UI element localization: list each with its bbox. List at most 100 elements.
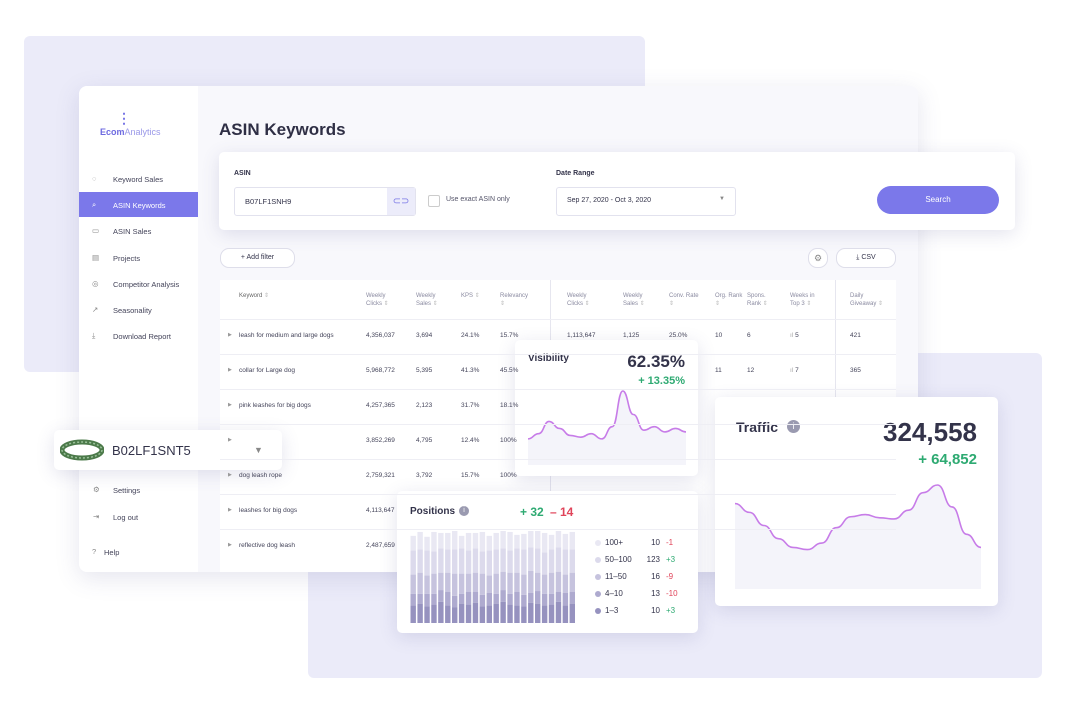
sort-icon[interactable]: ⇕ xyxy=(715,301,721,307)
bar-segment xyxy=(555,601,562,623)
legend-name: 50–100 xyxy=(605,555,632,564)
bars-icon: ıl xyxy=(790,367,796,374)
bar-segment xyxy=(569,592,575,604)
button-label: Add filter xyxy=(246,254,275,261)
sort-icon[interactable]: ⇕ xyxy=(762,301,768,307)
cell: 3,852,269 xyxy=(366,437,395,444)
bar-segment xyxy=(569,531,575,550)
product-select[interactable]: B02LF1SNT5 ▼ xyxy=(54,430,282,470)
date-select[interactable]: Sep 27, 2020 - Oct 3, 2020 ▼ xyxy=(556,187,736,216)
cell: leashes for big dogs xyxy=(239,507,298,514)
cell: 6 xyxy=(747,332,751,339)
cell: dog leash rope xyxy=(239,472,283,479)
cell: ıl 7 xyxy=(790,367,799,374)
cell: leash for medium and large dogs xyxy=(239,332,334,339)
bar-segment xyxy=(486,575,492,593)
search-button[interactable]: Search xyxy=(877,186,999,214)
expand-icon: ▶ xyxy=(228,367,232,373)
info-icon[interactable]: i xyxy=(459,506,469,516)
button-label: CSV xyxy=(861,254,876,261)
bar-segment xyxy=(445,592,451,606)
link-button[interactable]: ⊂⊃ xyxy=(387,188,415,215)
expand-icon: ▶ xyxy=(228,402,232,408)
bar-segment xyxy=(535,572,541,592)
bar-segment xyxy=(465,532,472,551)
bar-segment xyxy=(458,535,465,549)
sort-icon[interactable]: ⇕ xyxy=(264,293,270,299)
checkbox[interactable] xyxy=(428,195,440,207)
bars-icon: ıl xyxy=(790,332,796,339)
legend-name: 1–3 xyxy=(605,606,619,615)
bar-segment xyxy=(479,551,486,574)
legend-change: -9 xyxy=(666,572,674,581)
cell: 421 xyxy=(850,332,861,339)
column-header: Spons. Rank ⇕ xyxy=(747,293,768,307)
sparkline xyxy=(735,484,981,589)
sort-icon[interactable]: ⇕ xyxy=(432,301,438,307)
nav-item: Competitor Analysis xyxy=(113,279,180,289)
bar-segment xyxy=(431,531,437,552)
bar-segment xyxy=(479,594,486,607)
bar-segment xyxy=(493,593,499,604)
checkbox-label: Use exact ASIN only xyxy=(446,196,510,203)
card-title: Traffic xyxy=(736,419,779,435)
bar-segment xyxy=(452,595,458,608)
sort-icon[interactable]: ⇕ xyxy=(878,301,884,307)
bar-segment xyxy=(493,573,499,594)
card-title: Visibility xyxy=(528,353,569,364)
column-header: KPS ⇕ xyxy=(461,293,480,299)
cell: 15.7% xyxy=(500,332,519,339)
cell: 10 xyxy=(715,332,723,339)
cell: 41.3% xyxy=(461,367,480,374)
legend-count: 10 xyxy=(651,606,660,615)
sort-icon[interactable]: ⇕ xyxy=(639,301,645,307)
bar-segment xyxy=(410,574,416,594)
bar-segment xyxy=(458,593,465,604)
expand-icon: ▶ xyxy=(228,507,232,513)
nav-icon: ⌕ xyxy=(92,200,97,210)
legend-dot xyxy=(595,557,601,563)
cell: reflective dog leash xyxy=(239,542,296,549)
bar-segment xyxy=(410,550,416,575)
bar-segment xyxy=(500,548,506,572)
cell: 1,113,647 xyxy=(567,332,596,339)
stacked-bars xyxy=(410,531,575,623)
expand-icon: ▶ xyxy=(228,437,232,443)
input-value: B07LF1SNH9 xyxy=(245,197,292,206)
info-icon[interactable]: i xyxy=(787,420,800,433)
sort-icon[interactable]: ⇕ xyxy=(584,301,590,307)
cell: 18.1% xyxy=(500,402,519,409)
column-header: Daily Giveaway ⇕ xyxy=(850,293,884,307)
legend-dot xyxy=(595,574,601,580)
card-change: + 64,852 xyxy=(918,451,977,468)
caret: ▼ xyxy=(719,196,725,202)
csv-button[interactable]: ⤓ CSV xyxy=(836,248,896,268)
add-filter[interactable]: + Add filter xyxy=(220,248,295,268)
brand: EcomAnalytics xyxy=(100,127,161,137)
legend-count: 123 xyxy=(646,555,660,564)
cell: 4,257,365 xyxy=(366,402,395,409)
sort-icon[interactable]: ⇕ xyxy=(500,301,506,307)
sort-icon[interactable]: ⇕ xyxy=(383,301,389,307)
bar-segment xyxy=(479,531,486,552)
sort-icon[interactable]: ⇕ xyxy=(806,301,812,307)
bar-segment xyxy=(500,571,506,591)
asin-input[interactable]: B07LF1SNH9 ⊂⊃ xyxy=(234,187,416,216)
sort-icon[interactable]: ⇕ xyxy=(669,301,675,307)
nav-item: Download Report xyxy=(113,332,171,342)
bar-segment xyxy=(514,592,520,606)
nav-icon: ⇥ xyxy=(93,512,100,521)
settings-button[interactable]: ⚙ xyxy=(808,248,828,268)
label: Date Range xyxy=(556,170,595,177)
legend-name: 4–10 xyxy=(605,589,623,598)
bar-segment xyxy=(486,535,492,551)
bar-segment xyxy=(535,548,541,573)
row-divider xyxy=(220,459,896,460)
bar-segment xyxy=(500,590,506,602)
card-value: 62.35% xyxy=(627,352,685,371)
sort-icon[interactable]: ⇕ xyxy=(474,293,480,299)
brand-part: Analytics xyxy=(124,127,161,137)
bar-segment xyxy=(521,606,527,623)
bar-segment xyxy=(562,549,569,575)
bar-segment xyxy=(424,550,430,576)
